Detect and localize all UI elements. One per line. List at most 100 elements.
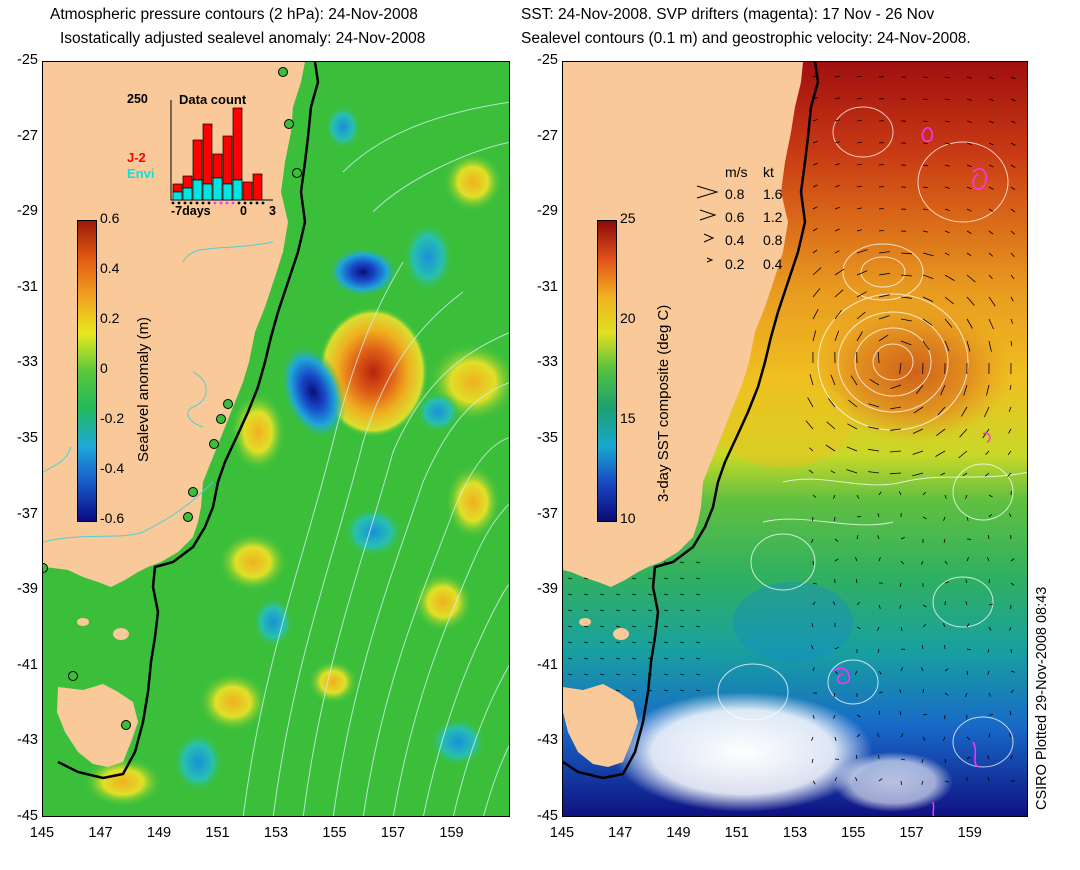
- velocity-arrow: [900, 318, 912, 322]
- velocity-arrow: [812, 780, 816, 785]
- velocity-arrow: [922, 164, 928, 167]
- velocity-arrow: [922, 318, 933, 326]
- velocity-arrow: [834, 558, 839, 562]
- velocity-arrow: [812, 249, 818, 254]
- inset-day-marker: [219, 201, 223, 205]
- velocity-arrow: [966, 164, 972, 168]
- velocity-arrow: [583, 593, 589, 596]
- velocity-arrow: [940, 472, 946, 476]
- velocity-arrow: [922, 76, 929, 78]
- velocity-arrow: [834, 75, 840, 78]
- left-ytick: -45: [17, 808, 38, 824]
- velocity-arrow: [922, 142, 929, 145]
- velocity-arrow: [856, 97, 863, 100]
- velocity-arrow: [922, 230, 928, 233]
- velocity-arrow: [966, 208, 972, 212]
- velocity-arrow: [868, 471, 880, 474]
- velocity-arrow: [567, 673, 573, 676]
- velocity-arrow: [631, 641, 637, 644]
- inset-xtick-days: -7days: [171, 204, 211, 218]
- velocity-arrow: [878, 315, 890, 320]
- inset-day-marker: [207, 201, 211, 205]
- velocity-arrow: [912, 472, 924, 477]
- inset-bar-envi: [192, 179, 203, 201]
- velocity-arrow: [987, 670, 990, 675]
- right-ytick: -39: [537, 581, 558, 598]
- velocity-arrow: [812, 601, 816, 606]
- velocity-arrow: [869, 378, 880, 386]
- velocity-arrow: [695, 593, 701, 596]
- velocity-arrow: [988, 732, 991, 738]
- velocity-arrow: [1010, 318, 1014, 324]
- right-ytick: -31: [537, 278, 558, 295]
- inset-bar-j2: [252, 173, 263, 201]
- left-xtick: 147: [88, 825, 113, 841]
- velocity-arrow: [832, 601, 836, 606]
- velocity-arrow: [922, 491, 926, 496]
- velocity-arrow: [966, 318, 973, 329]
- velocity-arrow: [1010, 164, 1016, 168]
- velocity-arrow: [567, 641, 573, 644]
- velocity-arrow: [812, 667, 815, 672]
- velocity-arrow: [988, 164, 994, 168]
- velocity-arrow: [811, 538, 814, 543]
- island: [113, 628, 129, 640]
- velocity-arrow: [834, 777, 837, 782]
- colorbar-tick: -0.6: [100, 510, 125, 526]
- inset-bar-j2: [172, 183, 183, 193]
- shelf-edge-contour: [563, 62, 820, 780]
- velocity-arrow: [890, 428, 902, 431]
- velocity-arrow: [1007, 472, 1012, 477]
- inset-bar-envi: [232, 179, 243, 201]
- sst-colorbar-label: 3-day SST composite (deg C): [655, 304, 672, 502]
- left-xtick: 159: [439, 825, 464, 841]
- velocity-arrow: [878, 272, 890, 276]
- velocity-arrow: [1010, 274, 1015, 280]
- velocity-arrow: [922, 252, 934, 257]
- velocity-arrow: [679, 561, 685, 564]
- velocity-arrow: [921, 667, 924, 672]
- left-title-line1: Atmospheric pressure contours (2 hPa): 2…: [50, 6, 418, 23]
- inset-day-marker: [195, 201, 199, 205]
- velocity-arrow: [805, 420, 814, 430]
- velocity-arrow: [986, 384, 990, 396]
- svp-drifter-tracks: [832, 127, 991, 816]
- velocity-arrow: [679, 625, 685, 628]
- colorbar-tick: 0.4: [100, 260, 120, 276]
- speed-legend-kt-1: 1.2: [763, 209, 783, 225]
- velocity-arrow: [1008, 428, 1012, 434]
- velocity-arrow: [631, 577, 637, 580]
- velocity-arrow: [615, 625, 621, 628]
- velocity-arrow: [935, 450, 946, 457]
- velocity-arrow: [834, 250, 840, 254]
- velocity-arrow: [937, 406, 946, 416]
- velocity-arrow: [846, 446, 858, 452]
- right-xtick: 151: [724, 825, 749, 841]
- right-ytick: -35: [537, 430, 558, 446]
- tide-gauge-markers: [43, 67, 302, 730]
- velocity-arrow: [1010, 582, 1015, 586]
- velocity-arrow: [812, 330, 817, 342]
- velocity-arrow: [663, 641, 669, 644]
- velocity-arrow: [966, 98, 972, 101]
- velocity-arrow: [960, 406, 968, 417]
- velocity-arrow: [834, 647, 839, 650]
- velocity-arrow: [988, 208, 994, 213]
- velocity-arrow: [807, 397, 814, 408]
- velocity-arrow: [900, 626, 903, 632]
- velocity-arrow: [944, 318, 953, 328]
- velocity-arrow: [987, 755, 990, 760]
- sst-map: [563, 62, 1027, 816]
- velocity-arrow: [877, 648, 880, 653]
- right-ytick: -27: [537, 127, 558, 144]
- colorbar-tick: 0.2: [100, 310, 120, 326]
- velocity-arrow: [812, 228, 818, 232]
- velocity-arrow: [567, 609, 573, 612]
- velocity-arrow: [988, 76, 994, 79]
- right-xtick: 153: [782, 825, 808, 841]
- velocity-arrow: [583, 657, 589, 660]
- right-ytick: -29: [537, 203, 558, 220]
- velocity-arrow: [1010, 230, 1015, 235]
- velocity-arrow: [583, 609, 589, 612]
- velocity-arrow: [1010, 340, 1013, 346]
